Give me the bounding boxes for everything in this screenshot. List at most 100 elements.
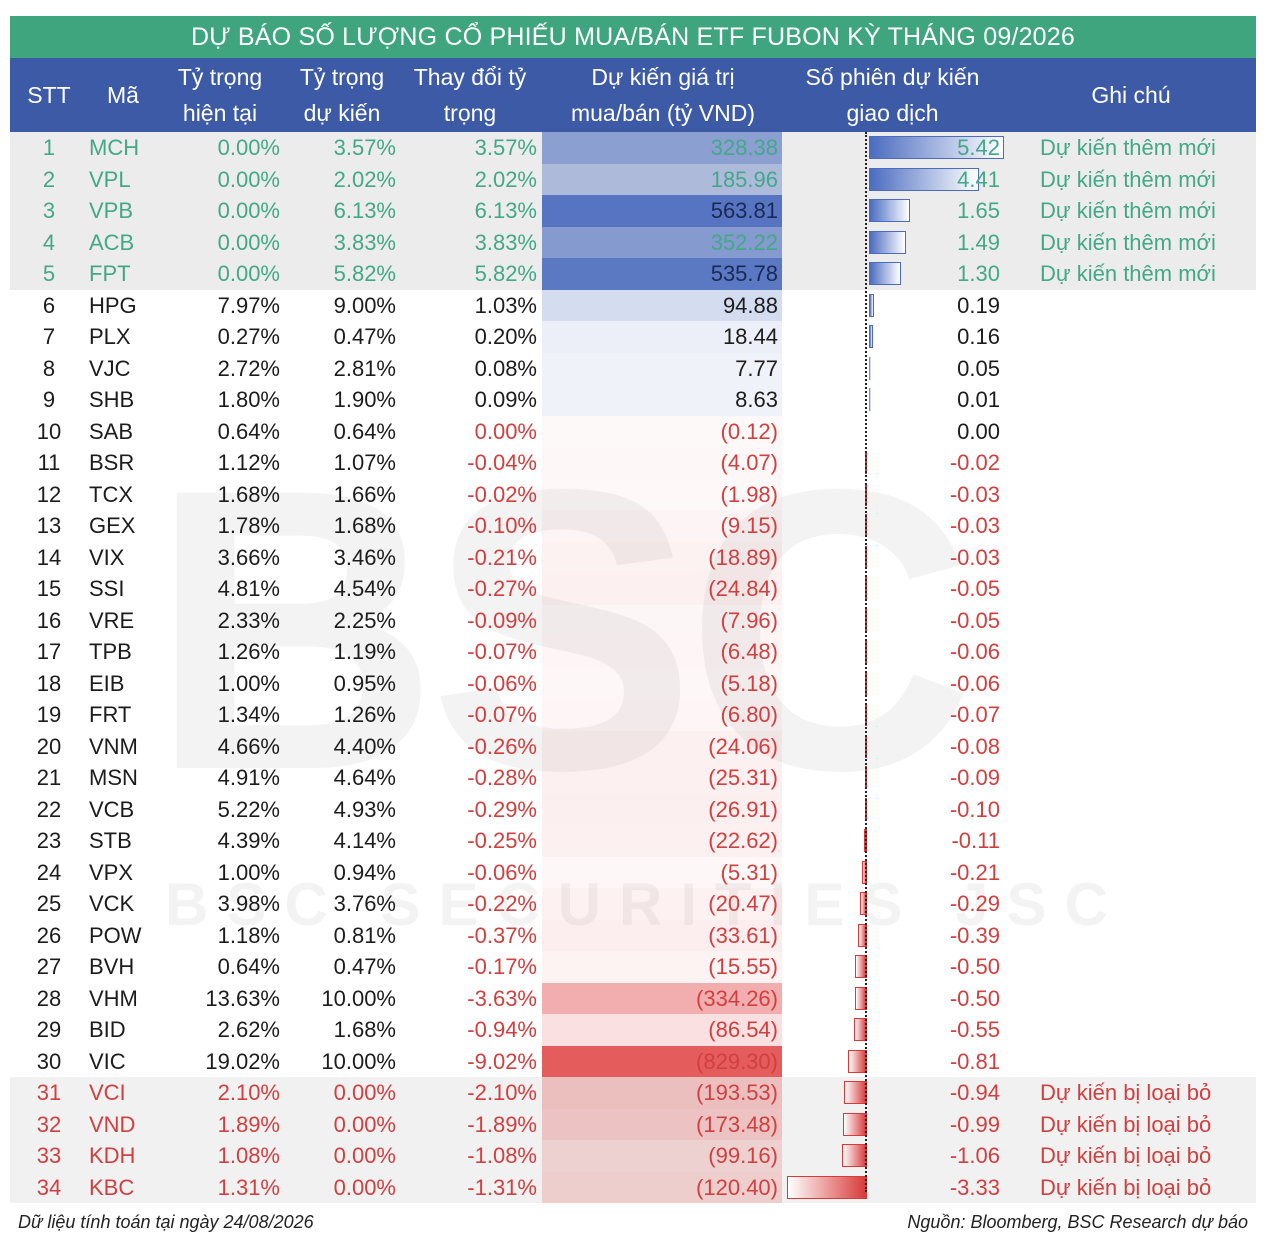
sessions-value: -0.10 (949, 796, 1000, 822)
table-row: 20 VNM 4.66% 4.40% -0.26% (24.06) -0.08 (10, 730, 1256, 763)
table-row: 26 POW 1.18% 0.81% -0.37% (33.61) -0.39 (10, 919, 1256, 951)
sessions-zero-axis (865, 132, 867, 1192)
table-row: 27 BVH 0.64% 0.47% -0.17% (15.55) -0.50 (10, 951, 1256, 983)
cell-sessions: -0.50 (785, 983, 1000, 1015)
table-row: 15 SSI 4.81% 4.54% -0.27% (24.84) -0.05 (10, 573, 1256, 605)
cell-expected-weight: 4.64% (333, 765, 396, 790)
cell-stt: 25 (36, 891, 62, 916)
watermark-text: BSC SECURITIES JSC (165, 871, 1126, 938)
cell-expected-weight: 4.40% (333, 733, 396, 759)
table-row: 16 VRE 2.33% 2.25% -0.09% (7.96) -0.05 (10, 604, 1256, 636)
cell-sessions: 0.05 (785, 353, 1000, 385)
cell-current-weight: 4.81% (217, 576, 280, 601)
header-expected-value: Dự kiến giá trị mua/bán (tỷ VND) (570, 64, 756, 126)
cell-sessions: -0.03 (785, 542, 1000, 574)
cell-sessions: 0.00 (785, 416, 1000, 448)
cell-note: Dự kiến bị loại bỏ (1040, 1174, 1212, 1200)
cell-stt: 13 (36, 513, 62, 538)
cell-note (1040, 794, 1250, 826)
cell-expected-weight: 0.94% (333, 859, 396, 885)
cell-current-weight: 1.68% (217, 481, 280, 507)
cell-sessions: -0.99 (785, 1109, 1000, 1141)
cell-current-weight: 2.10% (217, 1080, 280, 1105)
cell-expected-weight: 5.82% (333, 261, 396, 286)
cell-note (1040, 542, 1250, 574)
cell-sessions: -3.33 (785, 1172, 1000, 1204)
sessions-value: -0.03 (949, 481, 1000, 507)
table-header: STT Mã Tỷ trọng hiện tại Tỷ trọng dự kiến … (10, 58, 1256, 132)
sessions-value: 1.49 (957, 229, 1000, 255)
sessions-sell-bar (843, 1112, 867, 1136)
cell-stt: 29 (36, 1017, 62, 1042)
table-row: 5 FPT 0.00% 5.82% 5.82% 535.78 1.30 Dự kiến thê… (10, 258, 1256, 290)
cell-expected-value: (0.12) (542, 416, 782, 448)
cell-note (1040, 731, 1250, 763)
cell-sessions: 1.65 (785, 195, 1000, 227)
cell-expected-weight: 2.81% (333, 355, 396, 381)
table-row: 28 VHM 13.63% 10.00% -3.63% (334.26) -0.50 (10, 982, 1256, 1015)
cell-ticker: VND (89, 1111, 136, 1137)
cell-expected-weight: 1.07% (333, 450, 396, 475)
sessions-buy-bar (869, 230, 907, 254)
table-row: 6 HPG 7.97% 9.00% 1.03% 94.88 0.19 (10, 289, 1256, 321)
cell-ticker: VNM (89, 733, 138, 759)
cell-ticker: EIB (89, 670, 125, 696)
cell-stt: 9 (42, 387, 56, 412)
cell-sessions: -0.81 (785, 1046, 1000, 1078)
footer-date-note: Dữ liệu tính toán tại ngày 24/08/2026 (18, 1212, 314, 1232)
cell-weight-change: 5.82% (474, 261, 537, 286)
cell-note (1040, 636, 1250, 668)
cell-ticker: VIC (89, 1048, 126, 1074)
cell-ticker: VCK (89, 891, 135, 916)
cell-stt: 23 (36, 828, 62, 853)
cell-current-weight: 7.97% (217, 292, 280, 318)
cell-expected-value: (120.40) (542, 1171, 782, 1203)
cell-sessions: -0.06 (785, 668, 1000, 700)
cell-expected-weight: 1.90% (333, 387, 396, 412)
cell-sessions: -0.06 (785, 636, 1000, 668)
cell-current-weight: 0.27% (217, 324, 280, 349)
watermark-logo: BSC (150, 406, 975, 853)
table-row: 13 GEX 1.78% 1.68% -0.10% (9.15) -0.03 (10, 510, 1256, 542)
cell-sessions: -0.02 (785, 447, 1000, 479)
cell-stt: 34 (36, 1174, 62, 1200)
cell-note: Dự kiến thêm mới (1040, 261, 1216, 286)
cell-ticker: KBC (89, 1174, 135, 1200)
header-sessions: Số phiên dự kiến giao dịch (805, 64, 980, 126)
cell-weight-change: -0.07% (467, 702, 537, 727)
cell-note (1040, 1046, 1250, 1078)
cell-expected-weight: 6.13% (333, 198, 396, 223)
cell-stt: 33 (36, 1143, 62, 1168)
cell-current-weight: 0.64% (217, 418, 280, 444)
cell-ticker: MCH (89, 135, 140, 160)
cell-weight-change: -0.09% (467, 607, 537, 633)
cell-expected-value: (6.48) (542, 636, 782, 668)
sessions-value: -0.11 (951, 828, 1000, 853)
cell-expected-value: (99.16) (542, 1140, 782, 1172)
cell-weight-change: -3.63% (467, 985, 537, 1011)
sessions-value: -0.39 (949, 922, 1000, 948)
sessions-value: -0.50 (949, 985, 1000, 1011)
cell-weight-change: -0.06% (467, 670, 537, 696)
cell-weight-change: -1.89% (467, 1111, 537, 1137)
sessions-buy-bar (869, 293, 874, 317)
cell-note (1040, 888, 1250, 920)
cell-sessions: -0.50 (785, 951, 1000, 983)
cell-sessions: 4.41 (785, 164, 1000, 196)
cell-expected-weight: 0.00% (333, 1174, 396, 1200)
cell-expected-value: (4.07) (542, 447, 782, 479)
cell-sessions: -0.21 (785, 857, 1000, 889)
cell-ticker: SAB (89, 418, 134, 444)
table-row: 1 MCH 0.00% 3.57% 3.57% 328.38 5.42 Dự kiến thê… (10, 132, 1256, 164)
cell-sessions: 0.01 (785, 384, 1000, 416)
cell-current-weight: 5.22% (217, 796, 280, 822)
cell-expected-value: (26.91) (542, 793, 782, 825)
sessions-value: -0.05 (949, 576, 1000, 601)
cell-expected-weight: 1.68% (333, 513, 396, 538)
cell-note (1040, 573, 1250, 605)
cell-ticker: KDH (89, 1143, 136, 1168)
header-ma: Mã (107, 82, 139, 108)
cell-sessions: -0.07 (785, 699, 1000, 731)
table-row: 18 EIB 1.00% 0.95% -0.06% (5.18) -0.06 (10, 667, 1256, 700)
cell-sessions: -1.06 (785, 1140, 1000, 1172)
